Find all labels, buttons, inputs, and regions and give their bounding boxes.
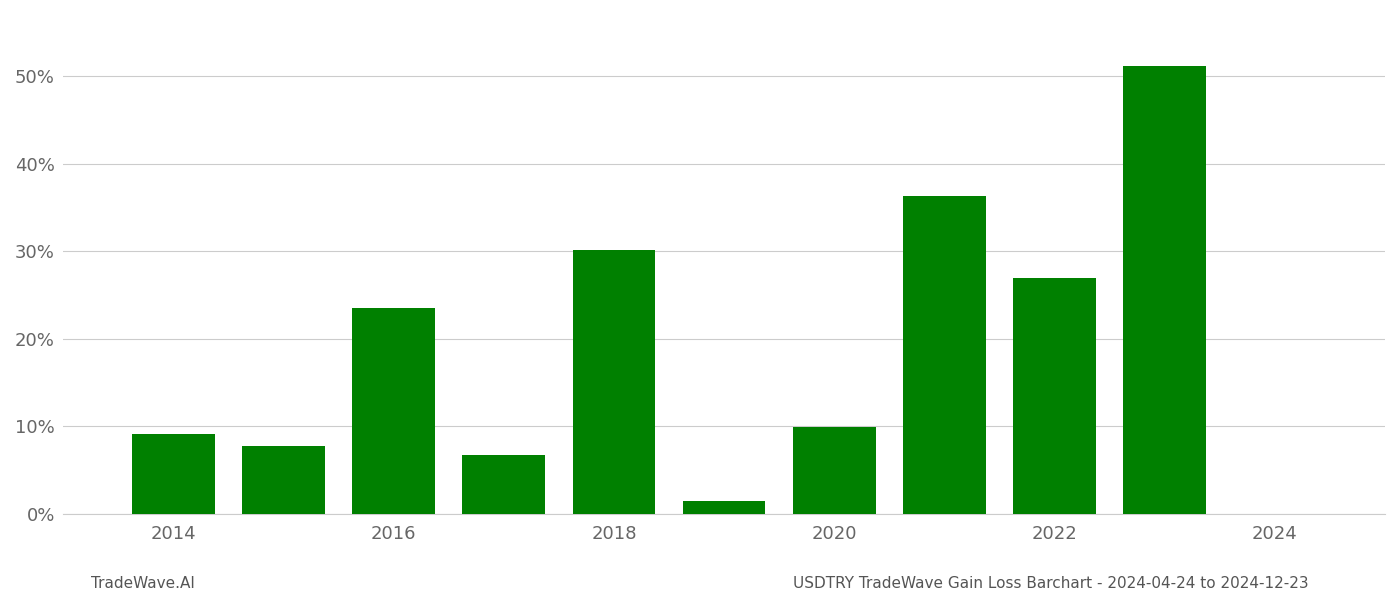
Text: USDTRY TradeWave Gain Loss Barchart - 2024-04-24 to 2024-12-23: USDTRY TradeWave Gain Loss Barchart - 20… <box>794 576 1309 591</box>
Text: TradeWave.AI: TradeWave.AI <box>91 576 195 591</box>
Bar <box>792 427 875 514</box>
Bar <box>683 501 766 514</box>
Bar <box>573 250 655 514</box>
Bar <box>903 196 986 514</box>
Bar <box>132 434 214 514</box>
Bar <box>1014 278 1096 514</box>
Bar <box>242 446 325 514</box>
Bar <box>353 308 435 514</box>
Bar <box>1123 66 1205 514</box>
Bar <box>462 455 545 514</box>
